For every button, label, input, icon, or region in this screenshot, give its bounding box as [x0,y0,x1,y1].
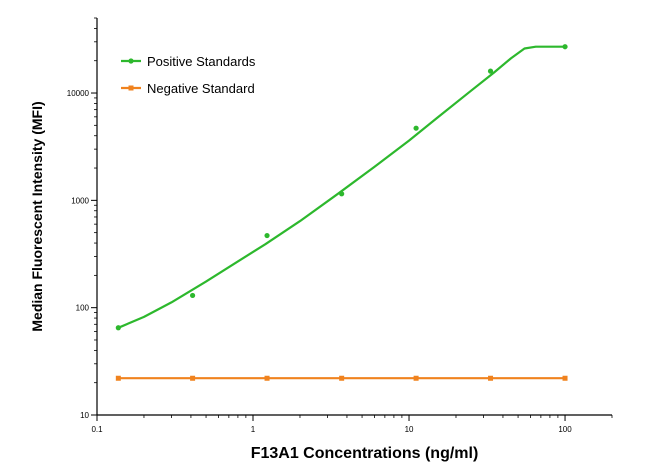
x-axis-title: F13A1 Concentrations (ng/ml) [251,445,479,462]
axes [96,18,612,416]
negative-standard-point [115,375,121,381]
positive-standards-point [487,68,494,74]
y-tick-label: 10000 [67,89,90,98]
x-tick-label: 1 [251,425,256,434]
legend-positive-standards-label: Positive Standards [147,54,256,69]
negative-standard-point [488,375,494,381]
positive-standards-point [562,44,568,50]
x-tick-label: 0.1 [91,425,103,434]
negative-standard-point [190,375,196,381]
negative-standard-point [562,375,568,381]
negative-standard-point [413,375,419,381]
y-tick-label: 10 [80,411,89,420]
x-tick-label: 10 [405,425,414,434]
legend-negative-standard-marker [128,85,134,91]
legend: Positive Standards Negative Standard [121,54,256,96]
positive-standards-point [115,325,121,331]
x-tick-label: 100 [558,425,572,434]
negative-standard-point [264,375,270,381]
positive-standards-point [413,125,419,131]
series-layer [115,44,568,381]
legend-positive-standards-marker [128,58,134,64]
y-tick-label: 100 [76,304,90,313]
positive-standards-point [339,191,345,197]
y-axis-title: Median Fluorescent Intensity (MFI) [29,101,45,331]
negative-standard-point [339,375,345,381]
positive-standards-point [264,232,270,239]
y-tick-label: 1000 [71,196,89,205]
ticks: 0.1 1 10 100 10 100 1000 10000 [67,17,613,434]
positive-standards-point [190,292,196,299]
legend-negative-standard-label: Negative Standard [147,81,255,96]
positive-standards-line [117,45,565,329]
